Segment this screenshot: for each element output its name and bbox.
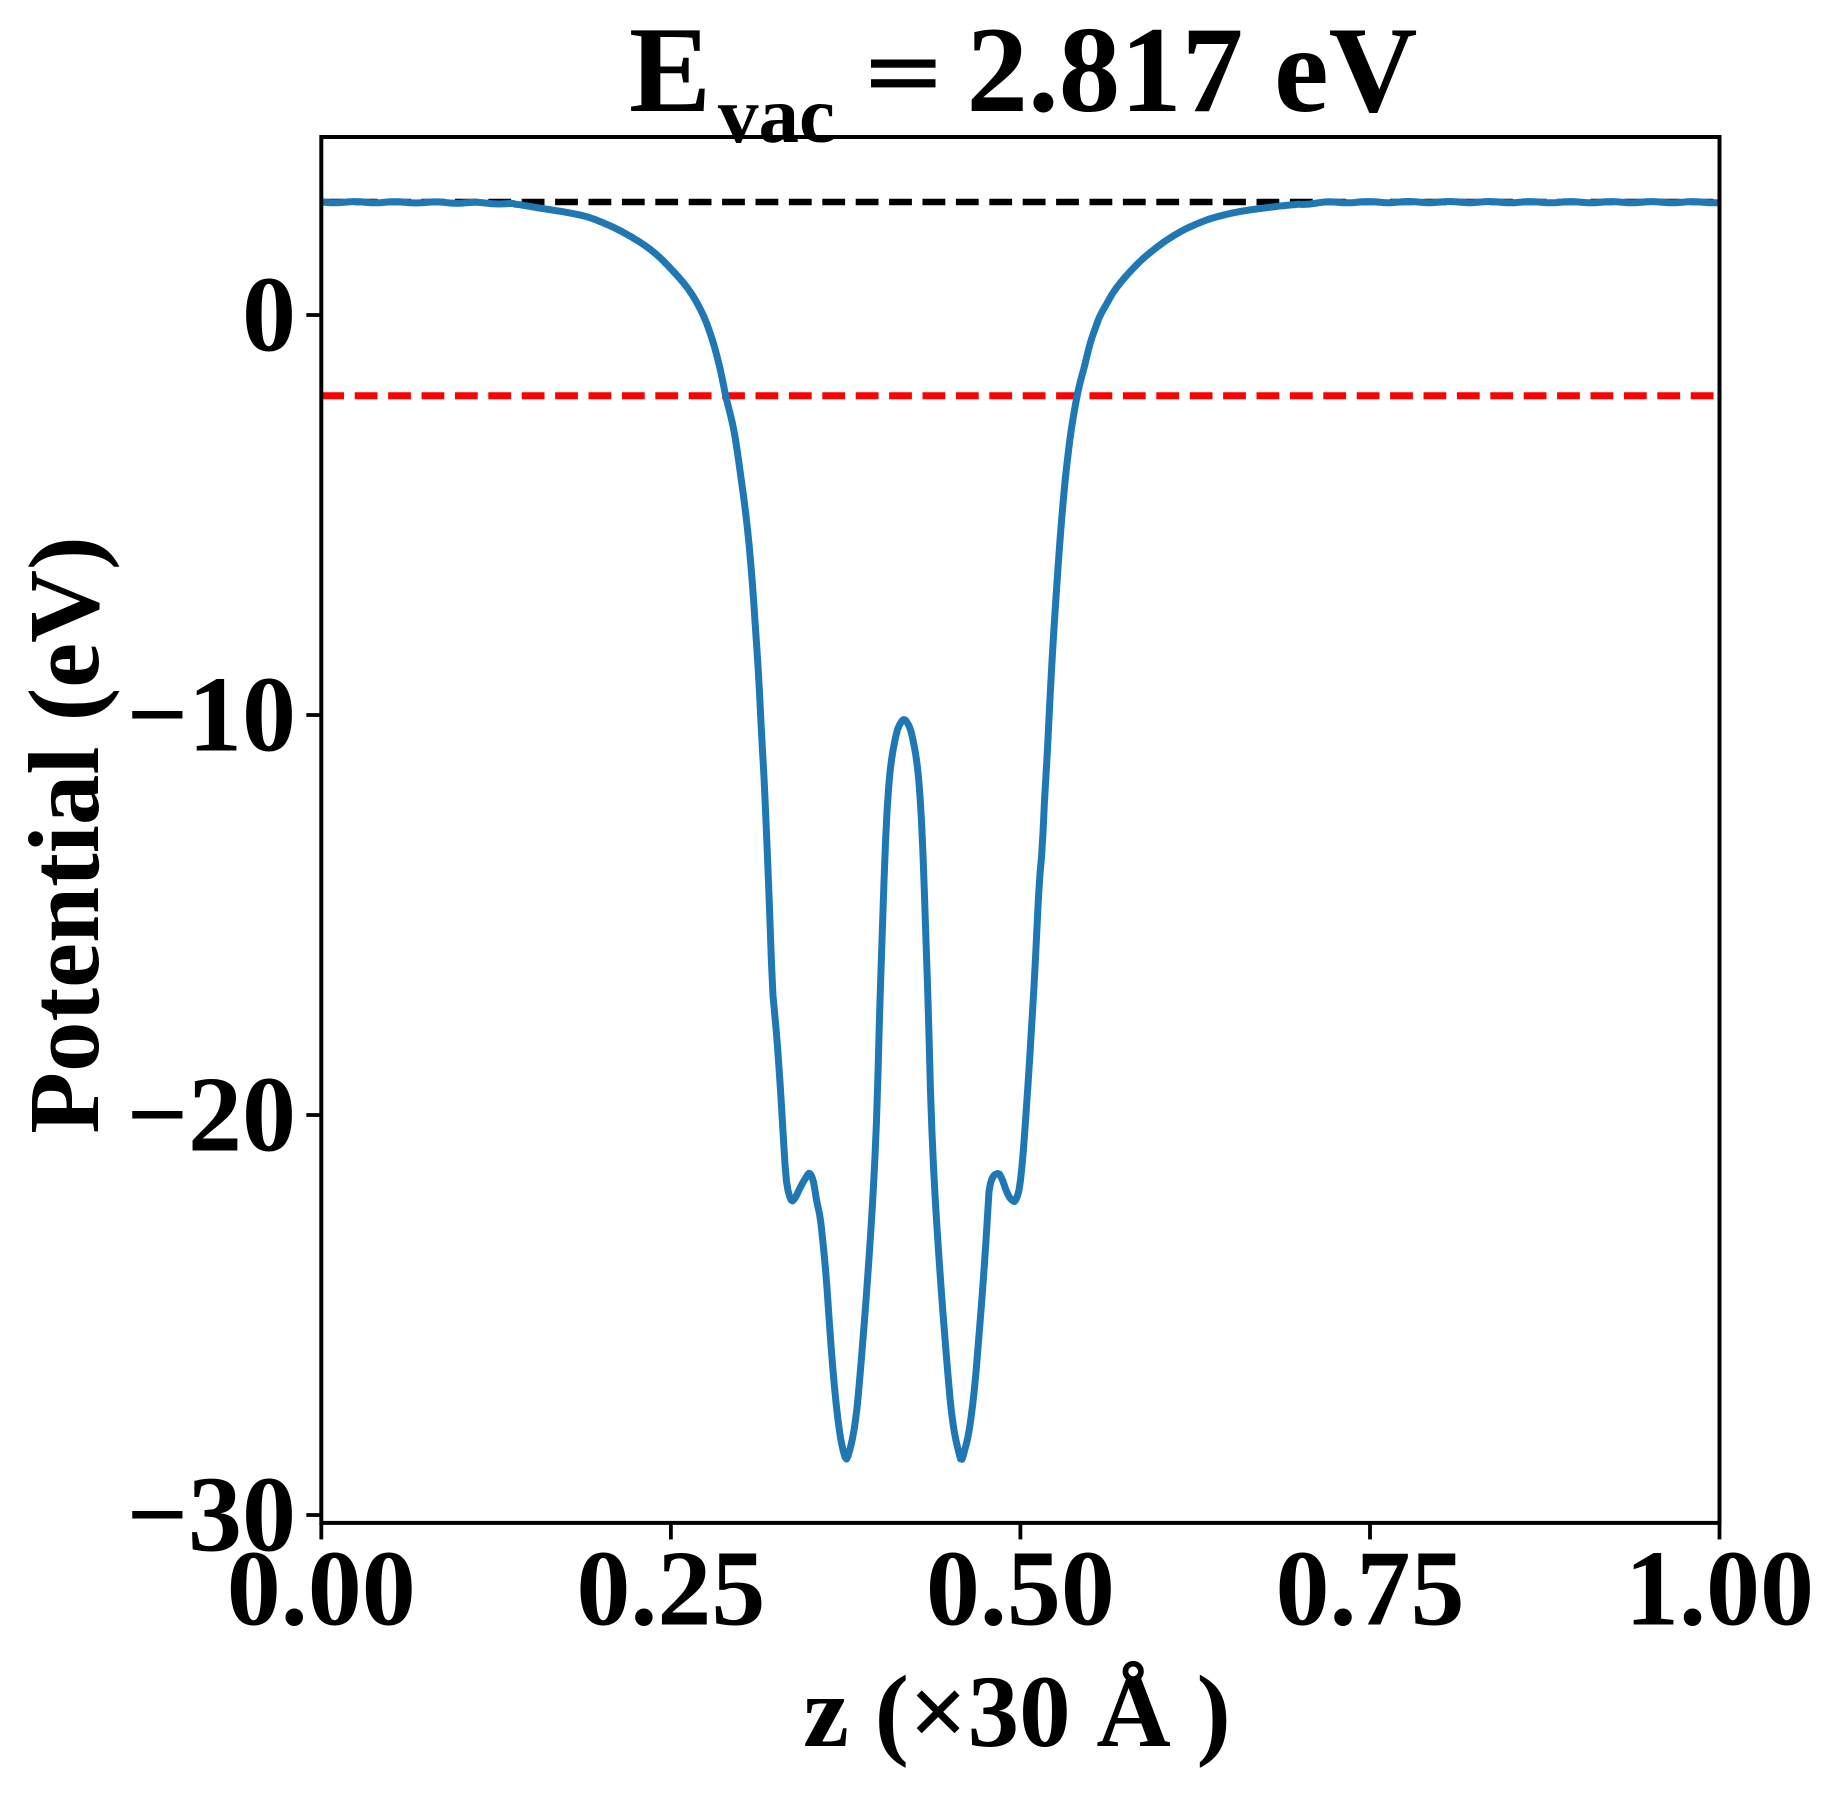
svg-text:1.00: 1.00: [1625, 1530, 1814, 1649]
svg-text:0.75: 0.75: [1276, 1530, 1465, 1649]
svg-text:0.50: 0.50: [926, 1530, 1115, 1649]
svg-text:0.00: 0.00: [227, 1530, 416, 1649]
svg-text:−30: −30: [126, 1455, 296, 1574]
svg-text:0: 0: [242, 255, 296, 374]
svg-text:vac: vac: [718, 70, 835, 160]
svg-text:E: E: [629, 1, 711, 138]
svg-text:0.25: 0.25: [576, 1530, 765, 1649]
svg-text:−10: −10: [126, 655, 296, 774]
svg-text:Potential (eV): Potential (eV): [8, 536, 120, 1133]
svg-text:2.817 eV: 2.817 eV: [967, 1, 1418, 138]
svg-text:z (×30 Å ): z (×30 Å ): [803, 1655, 1231, 1769]
svg-text:−20: −20: [126, 1055, 296, 1174]
